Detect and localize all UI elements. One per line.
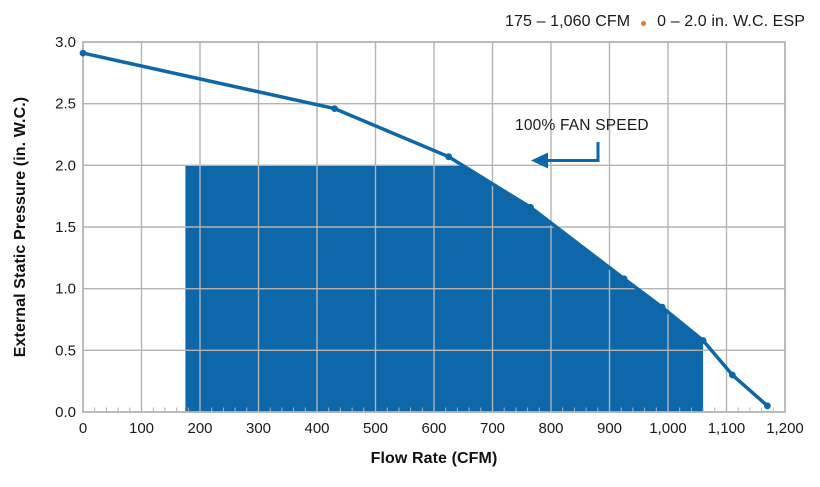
- plot-border: [82, 41, 786, 413]
- fan-speed-annotation: 100% FAN SPEED: [515, 117, 649, 134]
- legend-flow-range: 175 – 1,060 CFM: [505, 13, 631, 30]
- svg-text:1,200: 1,200: [766, 420, 804, 437]
- chart-legend: 175 – 1,060 CFM 0 – 2.0 in. W.C. ESP: [505, 13, 805, 31]
- legend-separator-dot: [641, 20, 647, 26]
- svg-text:1,100: 1,100: [708, 420, 746, 437]
- y-axis-title: External Static Pressure (in. W.C.): [12, 96, 29, 358]
- svg-text:0: 0: [79, 420, 87, 437]
- svg-text:3.0: 3.0: [55, 34, 76, 51]
- x-minor-ticks: [94, 407, 774, 412]
- legend-esp-range: 0 – 2.0 in. W.C. ESP: [657, 13, 805, 30]
- svg-text:500: 500: [363, 420, 388, 437]
- x-tick-labels: 0 100 200 300 400 500 600 700 800 900 1,000 1,100 1,…: [79, 420, 804, 437]
- svg-text:800: 800: [538, 420, 563, 437]
- svg-text:700: 700: [480, 420, 505, 437]
- svg-text:0.0: 0.0: [55, 404, 76, 421]
- svg-text:600: 600: [421, 420, 446, 437]
- data-point-markers: [79, 49, 771, 410]
- svg-text:2.5: 2.5: [55, 96, 76, 113]
- svg-text:1,000: 1,000: [649, 420, 687, 437]
- y-tick-labels: 0.0 0.5 1.0 1.5 2.0 2.5 3.0: [55, 34, 76, 421]
- annotation-arrow: [531, 142, 600, 169]
- svg-text:1.5: 1.5: [55, 219, 76, 236]
- svg-text:400: 400: [304, 420, 329, 437]
- svg-text:100: 100: [129, 420, 154, 437]
- svg-text:0.5: 0.5: [55, 342, 76, 359]
- svg-text:2.0: 2.0: [55, 157, 76, 174]
- svg-text:1.0: 1.0: [55, 281, 76, 298]
- svg-text:900: 900: [597, 420, 622, 437]
- svg-text:200: 200: [187, 420, 212, 437]
- x-axis-title: Flow Rate (CFM): [370, 450, 498, 467]
- svg-text:300: 300: [246, 420, 271, 437]
